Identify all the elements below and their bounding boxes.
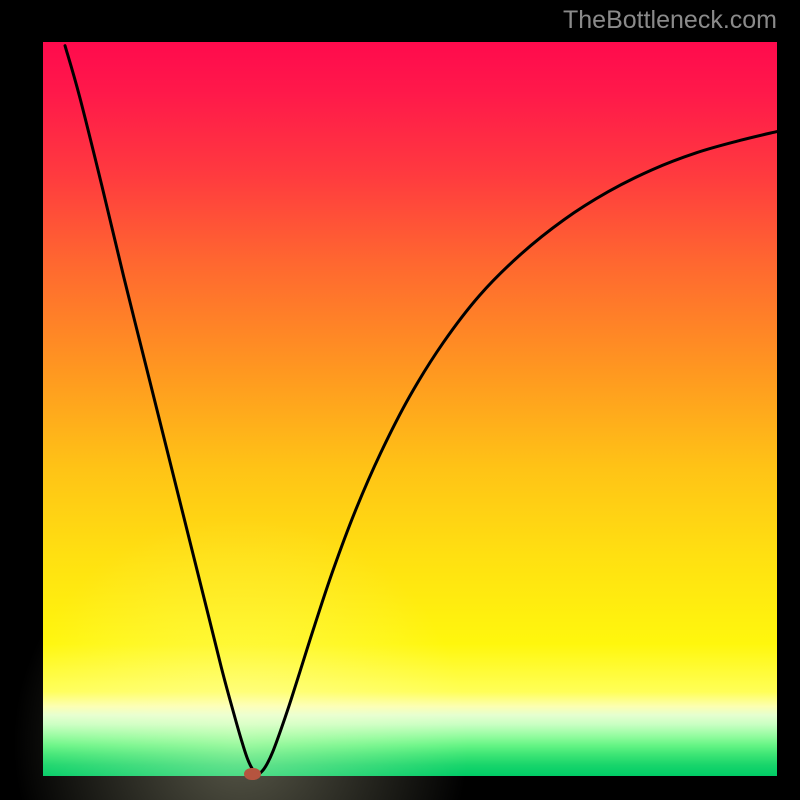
watermark-text: TheBottleneck.com — [563, 6, 777, 35]
optimal-point-marker — [244, 768, 261, 780]
chart-stage: TheBottleneck.com — [0, 0, 800, 800]
bottleneck-curve — [0, 0, 800, 800]
